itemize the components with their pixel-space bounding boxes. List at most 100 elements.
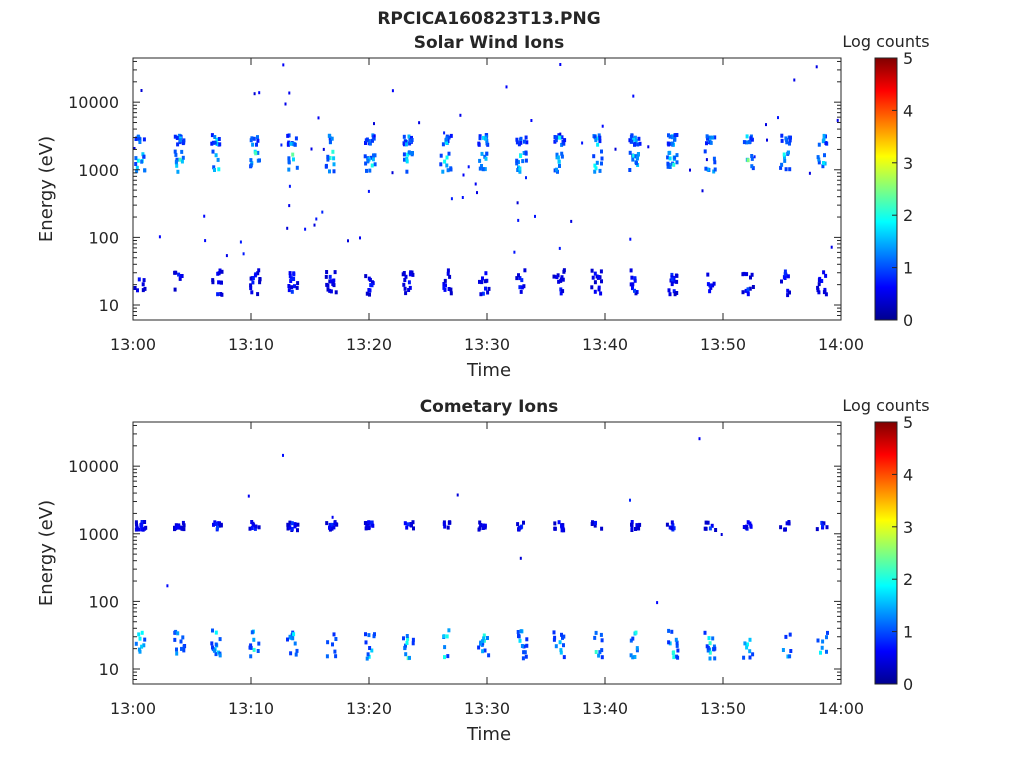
heatmap-cell xyxy=(638,141,642,146)
heatmap-cell xyxy=(258,280,262,285)
heatmap-cell xyxy=(367,654,371,659)
heatmap-cell xyxy=(295,165,299,170)
heatmap-cell xyxy=(594,650,598,654)
x-tick-label: 13:20 xyxy=(346,335,392,354)
heatmap-cell xyxy=(478,520,482,525)
heatmap-cell xyxy=(176,169,180,174)
heatmap-cell xyxy=(220,269,224,274)
heatmap-cell xyxy=(478,166,482,171)
heatmap-cell xyxy=(815,527,819,532)
heatmap-cell xyxy=(703,149,707,154)
heatmap-cell xyxy=(256,649,260,653)
heatmap-cell xyxy=(280,143,283,147)
colorbar-tick-label: 4 xyxy=(903,101,913,120)
heatmap-cell xyxy=(447,287,451,291)
heatmap-cell xyxy=(487,286,491,291)
heatmap-cell xyxy=(505,85,508,89)
heatmap-cell xyxy=(252,637,256,642)
heatmap-cell xyxy=(404,139,408,144)
heatmap-cell xyxy=(444,137,448,142)
x-tick-label: 13:00 xyxy=(110,335,156,354)
heatmap-cell xyxy=(518,638,522,643)
heatmap-cell xyxy=(247,494,250,498)
heatmap-cell xyxy=(290,526,294,531)
heatmap-cell xyxy=(211,645,214,650)
heatmap-cell xyxy=(553,526,557,531)
heatmap-cell xyxy=(364,632,367,637)
heatmap-cell xyxy=(411,151,414,155)
heatmap-cell xyxy=(629,498,631,502)
heatmap-cell xyxy=(410,135,413,140)
heatmap-cell xyxy=(824,292,828,297)
heatmap-cell xyxy=(746,292,750,297)
heatmap-cell xyxy=(706,520,710,525)
heatmap-cell xyxy=(137,632,141,637)
heatmap-cell xyxy=(741,290,745,295)
heatmap-cell xyxy=(552,274,556,279)
heatmap-cell xyxy=(633,655,637,659)
heatmap-cell xyxy=(441,169,445,174)
heatmap-cell xyxy=(370,648,374,653)
heatmap-cell xyxy=(675,643,679,648)
axes: 13:00 13:10 13:20 13:30 13:40 13:50 14:00 10 100… xyxy=(68,422,864,718)
heatmap-cell xyxy=(333,649,337,654)
heatmap-cell xyxy=(629,653,633,658)
heatmap-cell xyxy=(140,524,144,529)
heatmap-cell xyxy=(176,525,180,530)
heatmap-cell xyxy=(249,643,253,648)
heatmap-cell xyxy=(675,291,679,295)
heatmap-cell xyxy=(636,142,640,147)
x-tick-label: 13:50 xyxy=(700,699,746,718)
y-tick-label: 10 xyxy=(99,660,119,679)
heatmap-cell xyxy=(519,629,523,634)
heatmap-cell xyxy=(447,151,451,156)
heatmap-cell xyxy=(667,640,671,645)
heatmap-cell xyxy=(182,644,186,649)
heatmap-cell xyxy=(180,159,184,164)
heatmap-cell xyxy=(673,155,677,160)
heatmap-cell xyxy=(705,141,708,146)
heatmap-cell xyxy=(742,271,746,276)
heatmap-cell xyxy=(328,136,332,141)
heatmap-cell xyxy=(296,528,299,533)
heatmap-cell xyxy=(326,154,330,159)
heatmap-cell xyxy=(225,254,228,258)
y-tick-label: 10000 xyxy=(68,457,119,476)
y-tick-label: 10000 xyxy=(68,93,119,112)
heatmap-cell xyxy=(706,272,710,277)
heatmap-cell xyxy=(250,630,254,635)
heatmap-cell xyxy=(134,527,138,532)
heatmap-cell xyxy=(599,632,603,637)
heatmap-cell xyxy=(217,271,221,276)
heatmap-cell xyxy=(520,285,524,290)
heatmap-cell xyxy=(745,140,748,145)
heatmap-cell xyxy=(217,523,221,528)
heatmap-cell xyxy=(742,525,746,529)
heatmap-cell xyxy=(368,646,372,650)
heatmap-cell xyxy=(516,630,520,634)
heatmap-cell xyxy=(556,155,560,160)
heatmap-cell xyxy=(446,268,450,273)
heatmap-cell xyxy=(140,89,143,92)
heatmap-cell xyxy=(525,643,529,648)
heatmap-cell xyxy=(364,521,368,525)
heatmap-cell xyxy=(324,163,328,168)
heatmap-cell xyxy=(598,168,602,173)
heatmap-cell xyxy=(559,132,562,136)
heatmap-cell xyxy=(670,141,674,146)
heatmap-cell xyxy=(334,290,338,295)
heatmap-cell xyxy=(561,524,564,529)
heatmap-cell xyxy=(713,656,717,661)
heatmap-cell xyxy=(748,649,752,654)
heatmap-cell xyxy=(214,522,218,526)
heatmap-cell xyxy=(634,154,638,159)
heatmap-cell xyxy=(158,235,161,239)
heatmap-cell xyxy=(556,169,559,174)
heatmap-cell xyxy=(331,642,334,647)
heatmap-cell xyxy=(600,655,604,660)
heatmap-cell xyxy=(630,523,634,528)
heatmap-cell xyxy=(258,158,261,163)
heatmap-cell xyxy=(554,138,558,143)
heatmap-cell xyxy=(783,269,787,274)
heatmap-cell xyxy=(442,634,446,639)
